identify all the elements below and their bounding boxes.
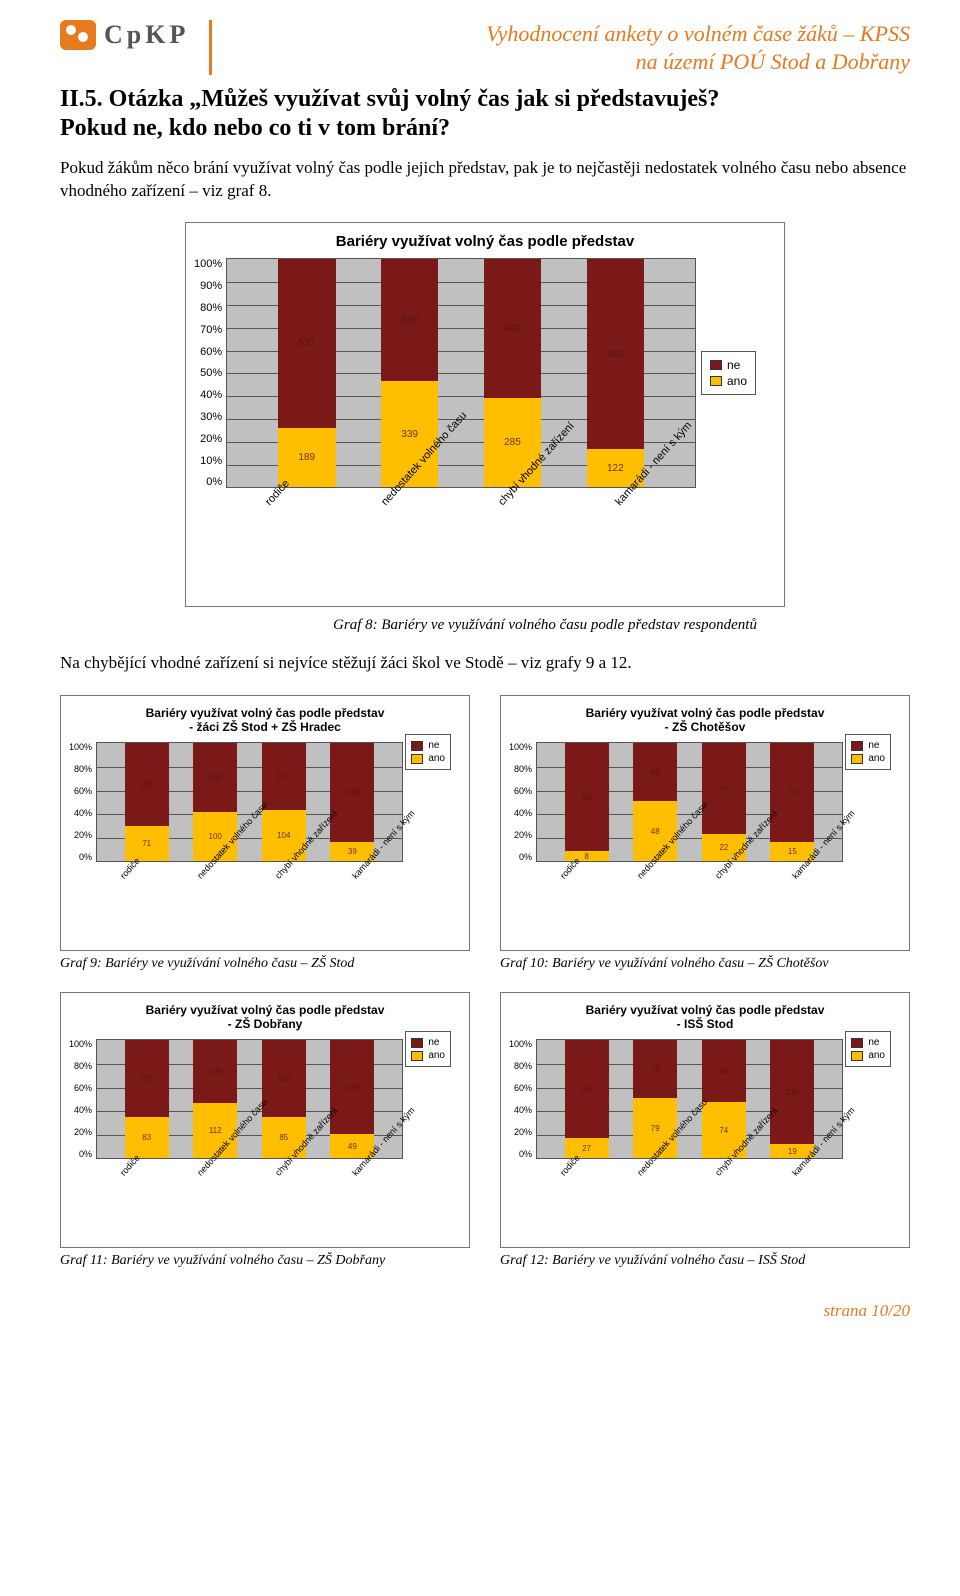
page-header: CpKP Vyhodnocení ankety o volném čase žá… [60, 20, 910, 75]
chart-10-caption: Graf 10: Bariéry ve využívání volného ča… [500, 956, 910, 972]
chart-12-cell: Bariéry využívat volný čas podle předsta… [500, 992, 910, 1273]
legend-label-ne: ne [727, 358, 740, 372]
logo: CpKP [60, 20, 189, 50]
logo-text: CpKP [104, 20, 189, 50]
chart-8-title: Bariéry využívat volný čas podle předsta… [194, 233, 776, 250]
chart-8-yaxis: 100%90%80%70%60%50%40%30%20%10%0% [194, 258, 226, 488]
doc-title-line1: Vyhodnocení ankety o volném čase žáků – … [224, 20, 910, 48]
chart-8: Bariéry využívat volný čas podle předsta… [185, 222, 785, 607]
doc-title-block: Vyhodnocení ankety o volném čase žáků – … [209, 20, 910, 75]
chart-9: Bariéry využívat volný čas podle předsta… [60, 695, 470, 951]
chart-11: Bariéry využívat volný čas podle předsta… [60, 992, 470, 1248]
doc-title-line2: na území POÚ Stod a Dobřany [224, 48, 910, 76]
section-heading-line1: II.5. Otázka „Můžeš využívat svůj volný … [60, 86, 719, 112]
section-heading-line2: Pokud ne, kdo nebo co ti v tom brání? [60, 115, 450, 141]
chart-8-legend: ne ano [701, 351, 756, 395]
logo-icon [60, 20, 96, 50]
chart-11-cell: Bariéry využívat volný čas podle předsta… [60, 992, 470, 1273]
page-footer: strana 10/20 [60, 1301, 910, 1321]
legend-label-ano: ano [727, 374, 747, 388]
chart-12-caption: Graf 12: Bariéry ve využívání volného ča… [500, 1253, 910, 1269]
chart-9-cell: Bariéry využívat volný čas podle předsta… [60, 695, 470, 976]
chart-12: Bariéry využívat volný čas podle předsta… [500, 992, 910, 1248]
chart-8-plot: 537189388339441285603122 [226, 258, 696, 488]
chart-8-xlabels: rodičenedostatek volného časuchybí vhodn… [194, 488, 776, 598]
paragraph-1: Pokud žákům něco brání využívat volný ča… [60, 157, 910, 203]
chart-9-caption: Graf 9: Bariéry ve využívání volného čas… [60, 956, 470, 972]
chart-11-caption: Graf 11: Bariéry ve využívání volného ča… [60, 1253, 470, 1269]
chart-10-cell: Bariéry využívat volný čas podle předsta… [500, 695, 910, 976]
legend-swatch-ne [710, 360, 722, 370]
chart-8-caption: Graf 8: Bariéry ve využívání volného čas… [180, 617, 910, 634]
legend-swatch-ano [710, 376, 722, 386]
page: CpKP Vyhodnocení ankety o volném čase žá… [0, 0, 960, 1351]
chart-10: Bariéry využívat volný čas podle předsta… [500, 695, 910, 951]
section-heading: II.5. Otázka „Můžeš využívat svůj volný … [60, 85, 910, 143]
small-charts-grid: Bariéry využívat volný čas podle předsta… [60, 695, 910, 1273]
paragraph-2: Na chybějící vhodné zařízení si nejvíce … [60, 652, 910, 675]
